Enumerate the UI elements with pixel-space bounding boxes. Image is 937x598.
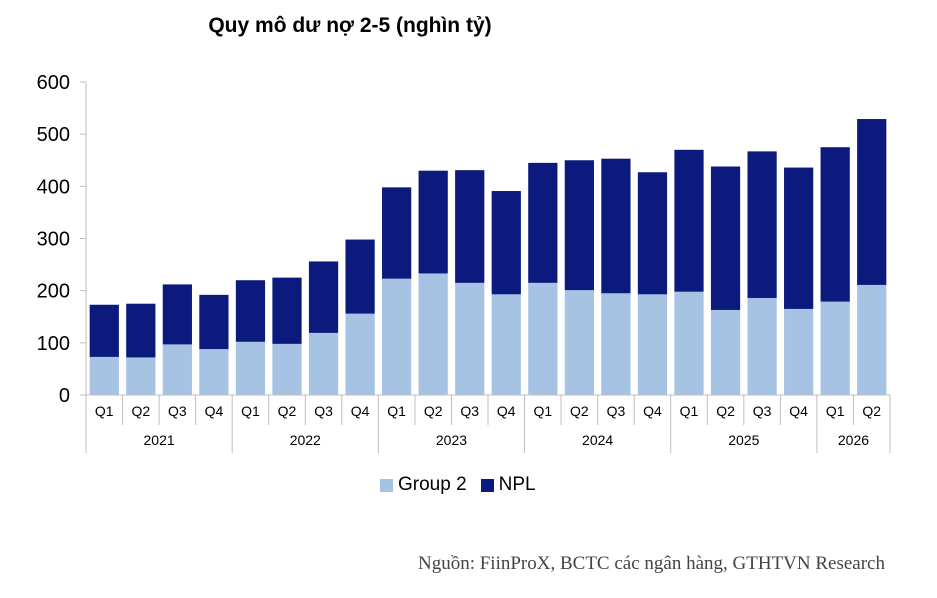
y-tick-label: 100 (37, 333, 70, 355)
bar-npl (418, 170, 448, 274)
x-tick-label: Q4 (643, 403, 662, 419)
bar-group2 (126, 357, 156, 395)
bar-group2 (308, 332, 339, 395)
bar-npl (455, 170, 485, 283)
bar-npl (162, 284, 192, 345)
y-tick-label: 0 (59, 385, 70, 407)
x-tick-label: Q3 (168, 403, 187, 419)
bar-group2 (528, 282, 558, 395)
bar-npl (235, 280, 266, 342)
year-label: 2024 (582, 432, 613, 448)
bar-group2 (564, 290, 594, 395)
chart-title: Quy mô dư nợ 2-5 (nghìn tỷ) (208, 14, 492, 37)
x-tick-label: Q1 (387, 403, 406, 419)
x-tick-label: Q2 (131, 403, 150, 419)
year-label: 2026 (838, 432, 869, 448)
bar-npl (637, 172, 668, 295)
bar-npl (308, 261, 339, 333)
bar-npl (89, 304, 119, 357)
bar-npl (710, 166, 741, 310)
y-tick-label: 200 (37, 281, 70, 303)
bar-npl (747, 151, 777, 298)
bar-npl (857, 119, 887, 285)
bar-npl (199, 294, 229, 350)
y-tick-label: 500 (37, 124, 70, 146)
bar-group2 (820, 301, 850, 395)
x-tick-label: Q1 (533, 403, 552, 419)
bar-npl (820, 147, 850, 302)
x-tick-label: Q2 (862, 403, 881, 419)
bar-group2 (491, 294, 521, 395)
bar-npl (784, 167, 814, 309)
bar-group2 (857, 284, 887, 395)
x-tick-label: Q4 (497, 403, 516, 419)
x-tick-label: Q2 (570, 403, 589, 419)
bar-group2 (674, 291, 704, 395)
bar-group2 (89, 356, 119, 395)
bar-npl (126, 303, 156, 358)
legend-item-npl: NPL (480, 474, 536, 496)
legend-label-group2: Group 2 (398, 474, 467, 495)
x-tick-label: Q3 (314, 403, 333, 419)
bar-npl (528, 162, 558, 283)
bar-group2 (710, 309, 741, 395)
bar-group2 (162, 344, 192, 395)
x-tick-label: Q4 (205, 403, 224, 419)
bar-npl (272, 277, 302, 344)
bar-group2 (199, 349, 229, 395)
y-tick-label: 400 (37, 176, 70, 198)
y-tick-label: 600 (37, 72, 70, 94)
bar-npl (345, 239, 375, 314)
bar-group2 (418, 273, 448, 395)
x-tick-label: Q2 (278, 403, 297, 419)
bar-group2 (747, 297, 777, 395)
legend-label-npl: NPL (498, 474, 536, 495)
x-tick-label: Q1 (241, 403, 260, 419)
x-tick-label: Q3 (753, 403, 772, 419)
x-tick-label: Q2 (424, 403, 443, 419)
bar-group2 (345, 313, 375, 395)
bar-group2 (455, 282, 485, 395)
x-tick-label: Q3 (607, 403, 626, 419)
legend: Group 2 NPL (380, 474, 550, 496)
bar-group2 (382, 278, 412, 395)
bar-npl (564, 160, 594, 291)
bar-npl (491, 191, 521, 295)
x-tick-label: Q1 (95, 403, 114, 419)
x-tick-label: Q4 (351, 403, 370, 419)
bar-npl (382, 187, 412, 279)
year-label: 2023 (436, 432, 467, 448)
year-label: 2021 (144, 432, 175, 448)
x-tick-label: Q2 (716, 403, 735, 419)
x-tick-label: Q1 (826, 403, 845, 419)
bar-group2 (637, 294, 668, 395)
legend-item-group2: Group 2 (380, 474, 467, 496)
x-tick-label: Q3 (460, 403, 479, 419)
bar-group2 (235, 341, 266, 395)
bar-group2 (272, 343, 302, 395)
bar-group2 (784, 308, 814, 395)
x-tick-label: Q4 (789, 403, 808, 419)
bar-npl (674, 149, 704, 292)
y-tick-label: 300 (37, 229, 70, 251)
x-tick-label: Q1 (680, 403, 699, 419)
source-note: Nguồn: FiinProX, BCTC các ngân hàng, GTH… (417, 553, 885, 574)
legend-swatch-group2 (380, 478, 393, 492)
bar-group2 (601, 293, 631, 395)
legend-swatch-npl (480, 478, 494, 492)
bar-npl (601, 158, 631, 294)
year-label: 2025 (728, 432, 759, 448)
year-label: 2022 (290, 432, 321, 448)
